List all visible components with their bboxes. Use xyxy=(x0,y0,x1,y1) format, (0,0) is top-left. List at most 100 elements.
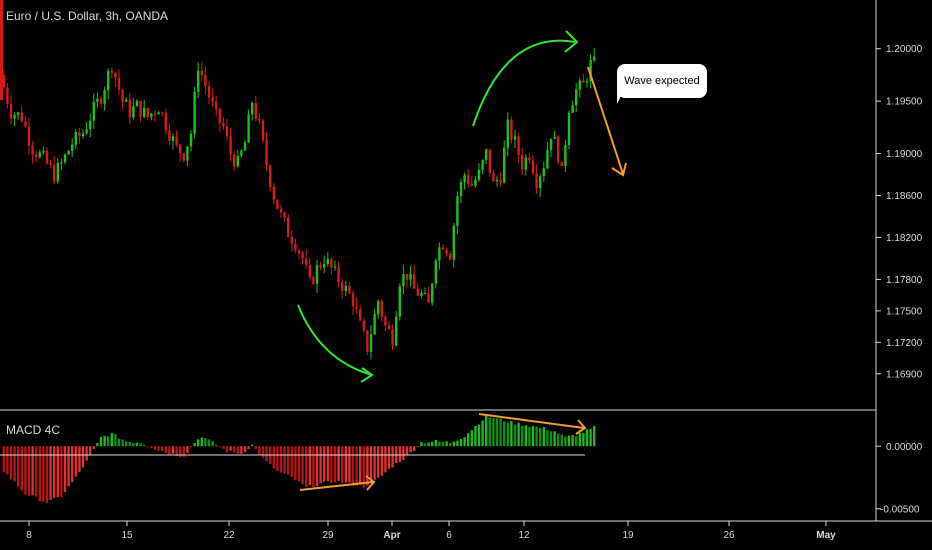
macd-bar xyxy=(200,437,203,447)
macd-bar xyxy=(9,446,13,480)
candle-body xyxy=(247,114,250,143)
chart-title: Euro / U.S. Dollar, 3h, OANDA xyxy=(6,9,169,23)
macd-bar xyxy=(427,442,430,447)
macd-bar xyxy=(567,435,571,447)
macd-bar xyxy=(114,434,117,447)
candle-body xyxy=(528,157,531,161)
macd-bar xyxy=(495,418,499,447)
time-tick-label: 26 xyxy=(723,530,735,541)
candle-body xyxy=(362,320,365,331)
candle-body xyxy=(398,286,401,317)
macd-bar xyxy=(251,444,254,447)
candle-body xyxy=(290,236,293,244)
candle-body xyxy=(564,145,567,167)
candle-body xyxy=(369,334,373,352)
candle-body xyxy=(333,266,337,268)
candle-body xyxy=(20,112,23,122)
macd-bar xyxy=(506,422,509,447)
macd-bar xyxy=(164,446,167,454)
candle-body xyxy=(449,253,452,260)
macd-bar xyxy=(27,446,31,496)
macd-bar xyxy=(315,446,319,486)
macd-bar xyxy=(24,446,27,495)
macd-bar xyxy=(438,441,441,447)
macd-bar xyxy=(571,435,574,447)
macd-bar xyxy=(168,446,171,455)
macd-bar xyxy=(521,425,524,447)
candle-body xyxy=(42,150,45,153)
candle-body xyxy=(287,217,290,237)
candle-body xyxy=(99,98,103,104)
macd-bar xyxy=(89,446,92,456)
macd-bar xyxy=(449,442,452,447)
price-axis-labels: 1.20000 1.19500 1.19000 1.18600 1.18200 1.178… xyxy=(876,44,923,380)
price-tick-label: 1.18200 xyxy=(886,233,923,244)
candle-body xyxy=(319,265,322,268)
macd-bar xyxy=(348,446,351,483)
candle-body xyxy=(441,247,445,250)
candle-body xyxy=(431,283,434,303)
candle-body xyxy=(153,113,157,115)
macd-tick-label: -0.00500 xyxy=(880,504,920,515)
candle-body xyxy=(463,175,466,183)
macd-bar xyxy=(143,444,146,447)
macd-bar xyxy=(92,446,95,449)
candle-body xyxy=(161,112,164,114)
orange-down-arrow xyxy=(587,66,624,175)
macd-bar xyxy=(441,441,445,447)
wave-expected-callout[interactable]: Wave expected xyxy=(617,64,707,98)
candle-body xyxy=(456,196,459,226)
macd-bar xyxy=(107,436,110,447)
candle-body xyxy=(413,273,416,289)
price-tick-label: 1.20000 xyxy=(886,44,923,55)
macd-bar xyxy=(531,426,535,447)
macd-bar xyxy=(369,446,373,482)
candle-body xyxy=(175,136,178,145)
macd-bar xyxy=(546,430,549,447)
macd-bar xyxy=(351,446,355,486)
candle-body xyxy=(171,136,175,141)
candle-body xyxy=(402,273,405,287)
candle-body xyxy=(337,266,340,283)
macd-bar xyxy=(402,446,405,460)
candle-body xyxy=(423,292,427,294)
candle-body xyxy=(96,98,99,103)
candle-body xyxy=(56,162,59,182)
candle-body xyxy=(359,309,362,321)
macd-bar xyxy=(35,446,38,497)
candle-body xyxy=(200,70,203,75)
macd-bar xyxy=(593,426,596,447)
macd-bar xyxy=(146,446,149,448)
candle-body xyxy=(225,126,229,137)
macd-bar xyxy=(387,446,391,469)
candle-body xyxy=(539,176,542,189)
candle-body xyxy=(557,136,560,162)
candle-body xyxy=(384,316,387,326)
candle-body xyxy=(395,316,398,346)
candle-body xyxy=(323,264,326,268)
time-tick-label: 19 xyxy=(622,530,634,541)
price-tick-label: 1.19000 xyxy=(886,149,923,160)
macd-bar xyxy=(233,446,236,453)
candle-body xyxy=(132,106,135,118)
macd-bar xyxy=(243,446,247,453)
green-curve-arrow-top xyxy=(472,39,576,127)
macd-bar xyxy=(171,446,175,454)
candle-body xyxy=(45,150,49,164)
candle-body xyxy=(265,140,268,166)
macd-bar xyxy=(456,440,459,447)
macd-bar xyxy=(488,417,491,447)
candle-body xyxy=(420,292,423,296)
macd-bar xyxy=(553,431,556,447)
candle-body xyxy=(459,182,463,197)
macd-bar xyxy=(45,446,49,504)
candle-body xyxy=(150,113,153,117)
candle-body xyxy=(233,154,236,167)
macd-bar xyxy=(229,446,232,451)
macd-bar xyxy=(247,446,250,450)
candle-body xyxy=(78,131,81,137)
macd-bar xyxy=(103,435,106,447)
candle-body xyxy=(258,118,261,121)
candle-body xyxy=(571,105,574,113)
macd-bar xyxy=(585,429,589,447)
